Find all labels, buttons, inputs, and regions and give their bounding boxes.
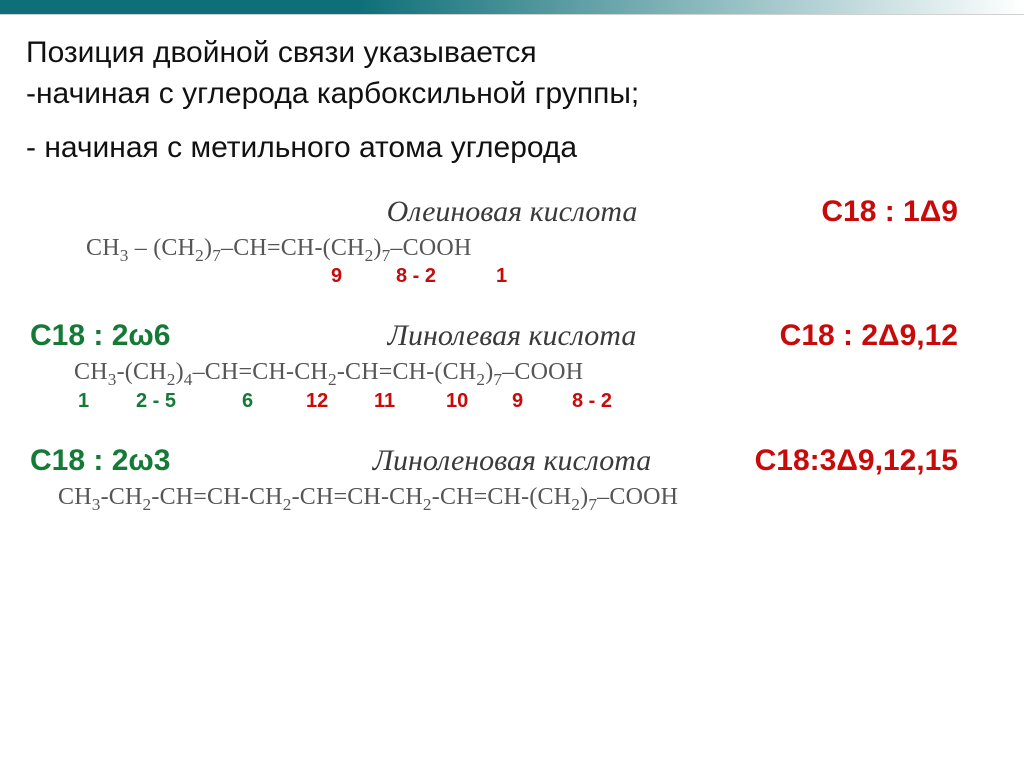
header-stripe <box>0 0 1024 15</box>
linoleic-pos-11: 11 <box>374 390 395 413</box>
oleic-formula: CH3 – (CH2)7–CH=CH-(CH2)7–COOH <box>86 235 998 266</box>
linoleic-pos-1: 1 <box>78 390 89 413</box>
slide-body: Позиция двойной связи указывается -начин… <box>0 15 1024 515</box>
linoleic-positions: 1 2 - 5 6 12 11 10 9 8 - 2 <box>74 390 998 416</box>
linoleic-omega-notation: С18 : 2ω6 <box>30 319 170 353</box>
linoleic-formula: CH3-(CH2)4–CH=CH-CH2-CH=CH-(CH2)7–COOH <box>74 359 998 390</box>
heading-main: Позиция двойной связи указывается -начин… <box>26 33 998 114</box>
oleic-title-row: Олеиновая кислота С18 : 1Δ9 <box>26 195 998 229</box>
linoleic-pos-9: 9 <box>512 390 523 413</box>
linolenic-omega-notation: С18 : 2ω3 <box>30 444 170 478</box>
linoleic-name: Линолевая кислота <box>388 319 637 353</box>
heading-line-1a: Позиция двойной связи указывается <box>26 36 537 69</box>
heading-line-1b: -начиная с углерода карбоксильной группы… <box>26 77 639 110</box>
heading-sub: - начиная с метильного атома углерода <box>26 128 998 169</box>
oleic-delta-notation: С18 : 1Δ9 <box>821 195 958 229</box>
linoleic-block: С18 : 2ω6 Линолевая кислота С18 : 2Δ9,12… <box>26 319 998 416</box>
linolenic-name: Линоленовая кислота <box>373 444 652 478</box>
linoleic-pos-10: 10 <box>446 390 468 413</box>
linolenic-delta-notation: С18:3Δ9,12,15 <box>755 444 958 478</box>
linoleic-delta-notation: С18 : 2Δ9,12 <box>780 319 958 353</box>
linoleic-pos-12: 12 <box>306 390 328 413</box>
oleic-pos-9: 9 <box>331 265 342 288</box>
linoleic-pos-6: 6 <box>242 390 253 413</box>
linolenic-block: С18 : 2ω3 Линоленовая кислота С18:3Δ9,12… <box>26 444 998 515</box>
linoleic-pos-2-5: 2 - 5 <box>136 390 176 413</box>
linoleic-pos-8-2: 8 - 2 <box>572 390 612 413</box>
oleic-pos-1: 1 <box>496 265 507 288</box>
linolenic-formula: CH3-CH2-CH=CH-CH2-CH=CH-CH2-CH=CH-(CH2)7… <box>58 484 998 515</box>
oleic-positions: 9 8 - 2 1 <box>86 265 998 291</box>
oleic-pos-8-2: 8 - 2 <box>396 265 436 288</box>
oleic-block: Олеиновая кислота С18 : 1Δ9 CH3 – (CH2)7… <box>26 195 998 292</box>
linolenic-title-row: С18 : 2ω3 Линоленовая кислота С18:3Δ9,12… <box>26 444 998 478</box>
linoleic-title-row: С18 : 2ω6 Линолевая кислота С18 : 2Δ9,12 <box>26 319 998 353</box>
oleic-name: Олеиновая кислота <box>387 195 638 229</box>
